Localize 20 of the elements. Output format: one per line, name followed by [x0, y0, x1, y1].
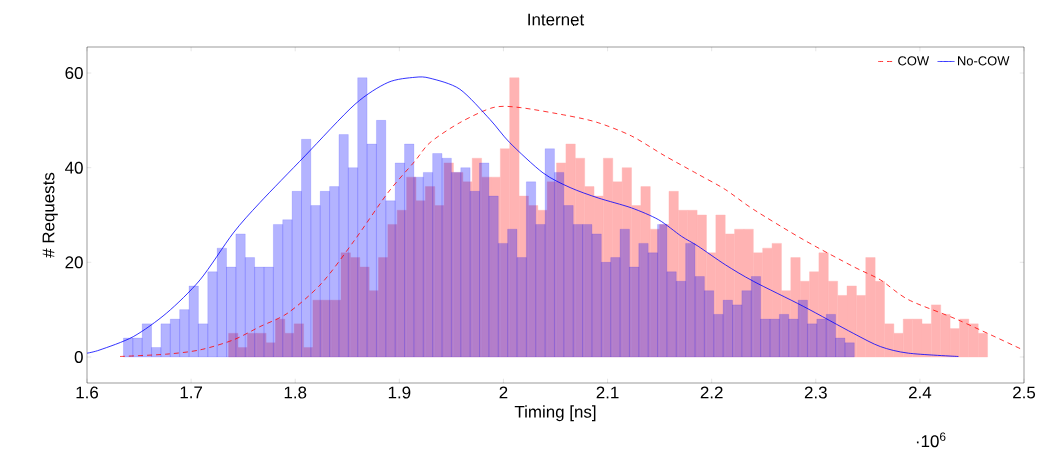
y-tick-label: 0: [74, 350, 83, 363]
y-tick-label: 60: [65, 67, 83, 80]
x-tick-label: 1.6: [76, 386, 99, 399]
chart-title: Internet: [528, 13, 585, 26]
x-tick-label: 1.9: [388, 386, 411, 399]
x-tick-label: 2.1: [596, 386, 619, 399]
x-tick-label: 2.2: [700, 386, 723, 399]
x-tick-label: 1.7: [180, 386, 203, 399]
y-tick-label: 40: [65, 161, 83, 174]
x-tick-label: 1.8: [284, 386, 307, 399]
legend-label: COW: [898, 56, 930, 66]
x-axis-title: Timing [ns]: [514, 405, 596, 422]
legend-label: No-COW: [958, 56, 1010, 66]
y-axis-title: # Requests: [42, 172, 58, 258]
text: ·10$^{6}$: [916, 432, 946, 448]
x-tick-label: 2.4: [908, 386, 932, 399]
x-tick-label: 2.5: [1013, 386, 1036, 399]
x-tick-label: 2: [499, 386, 508, 399]
x-tick-label: 2.3: [804, 386, 827, 399]
y-tick-label: 20: [65, 256, 83, 269]
